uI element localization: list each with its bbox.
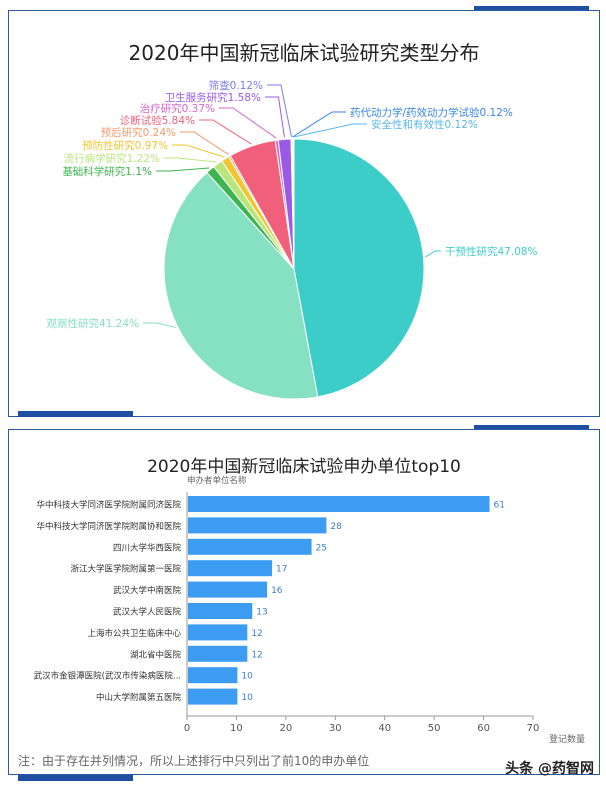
bar-value-label: 28 bbox=[330, 522, 342, 532]
pie-slice-label: 安全性和有效性0.12% bbox=[371, 118, 478, 131]
bar-value-label: 25 bbox=[316, 543, 327, 553]
bar-category-label: 武汉大学人民医院 bbox=[113, 607, 182, 618]
bar bbox=[188, 624, 248, 641]
pie-slice-label: 诊断试验5.84% bbox=[120, 114, 195, 127]
bar-value-label: 12 bbox=[251, 650, 262, 660]
pie-slice bbox=[293, 138, 425, 398]
bar-x-tick-label: 70 bbox=[527, 723, 540, 734]
bottom-panel-bottom-accent bbox=[18, 775, 133, 781]
pie-leader-line bbox=[293, 123, 367, 138]
bar-y-axis-title: 申办者单位名称 bbox=[187, 475, 247, 486]
pie-slice-label: 治疗研究0.37% bbox=[140, 102, 215, 115]
pie-leader-line bbox=[180, 131, 229, 155]
bar-value-label: 10 bbox=[241, 672, 253, 682]
bottom-panel-accent-bar bbox=[474, 425, 589, 431]
footnote: 注：由于存在并列情况，所以上述排行中只列出了前10的申办单位 bbox=[18, 754, 370, 768]
pie-slice-label: 筛查0.12% bbox=[209, 79, 263, 92]
bar-value-label: 13 bbox=[256, 608, 267, 618]
bar-category-label: 四川大学华西医院 bbox=[113, 542, 182, 553]
pie-slice-label: 观察性研究41.24% bbox=[46, 317, 139, 330]
bar-chart: 申办者单位名称 0 10 20 30 40 50 60 70 登记数量 华中科技大学同济医学院附属同… bbox=[34, 475, 585, 745]
pie-leader-line bbox=[172, 144, 225, 158]
bar-x-axis-title: 登记数量 bbox=[549, 733, 585, 745]
bar-x-tick-label: 20 bbox=[279, 723, 292, 734]
bar-category-label: 华中科技大学同济医学院附属同济医院 bbox=[36, 500, 181, 511]
bar-category-label: 浙江大学医学院附属第一医院 bbox=[70, 564, 181, 575]
pie-slice-label: 干预性研究47.08% bbox=[445, 245, 538, 258]
pie-leader-line bbox=[219, 107, 277, 139]
bar-value-label: 10 bbox=[241, 693, 253, 703]
bar-value-label: 16 bbox=[271, 586, 283, 596]
bar bbox=[188, 688, 238, 705]
bar bbox=[188, 496, 490, 512]
pie-slice-label: 预防性研究0.97% bbox=[82, 139, 168, 152]
pie-leader-line bbox=[265, 96, 285, 138]
pie-chart-title: 2020年中国新冠临床试验研究类型分布 bbox=[128, 41, 480, 65]
pie-slice-label: 预后研究0.24% bbox=[101, 126, 176, 139]
bar-category-label: 上海市公共卫生临床中心 bbox=[87, 628, 181, 639]
top-panel-bottom-accent bbox=[18, 411, 133, 417]
bar-category-label: 湖北省中医院 bbox=[130, 649, 182, 660]
bar bbox=[188, 645, 248, 662]
bar-category-label: 武汉市金银潭医院(武汉市传染病医院... bbox=[34, 671, 181, 682]
bar-x-tick-label: 30 bbox=[329, 723, 342, 734]
bar bbox=[188, 560, 273, 577]
bar-category-label: 华中科技大学同济医学院附属协和医院 bbox=[36, 521, 181, 532]
bar bbox=[188, 603, 253, 619]
bar-category-label: 中山大学附属第五医院 bbox=[96, 692, 182, 703]
bar-value-label: 61 bbox=[494, 501, 505, 511]
pie-slice-label: 药代动力学/药效动力学试验0.12% bbox=[350, 106, 513, 119]
pie-chart-panel: 2020年中国新冠临床试验研究类型分布 干预性研究47.08% 观察性研究41.2… bbox=[8, 10, 600, 417]
pie-leader-line bbox=[267, 84, 293, 138]
pie-leader-line bbox=[156, 167, 210, 172]
bar-chart-title: 2020年中国新冠临床试验申办单位top10 bbox=[147, 457, 461, 477]
pie-leader-line bbox=[199, 119, 252, 145]
pie-slice-label: 流行病学研究1.22% bbox=[64, 152, 160, 165]
pie-slice-label: 卫生服务研究1.58% bbox=[165, 91, 261, 104]
bar-value-label: 17 bbox=[276, 565, 287, 575]
pie-leader-line bbox=[164, 157, 217, 163]
pie-slice-label: 基础科学研究1.1% bbox=[62, 165, 152, 178]
bar bbox=[188, 538, 312, 555]
bar-chart-panel: 2020年中国新冠临床试验申办单位top10 申办者单位名称 0 10 20 30 40 5… bbox=[8, 429, 600, 775]
pie-leader-line bbox=[292, 111, 346, 138]
pie-chart: 干预性研究47.08% 观察性研究41.24% 基础科学研究1.1%流行病学研究1.… bbox=[46, 79, 538, 400]
top-panel-accent-bar bbox=[474, 6, 589, 12]
bar bbox=[188, 667, 238, 684]
bar-x-tick-label: 50 bbox=[428, 723, 441, 734]
bar-value-label: 12 bbox=[251, 629, 262, 639]
bar-x-tick-label: 40 bbox=[378, 723, 391, 734]
bar-x-tick-label: 60 bbox=[477, 723, 490, 734]
bar bbox=[188, 581, 268, 598]
pie-slice bbox=[163, 171, 319, 400]
bar bbox=[188, 517, 327, 534]
pie-leader-line bbox=[425, 250, 441, 258]
pie-leader-line bbox=[143, 322, 176, 328]
bar-x-tick-label: 0 bbox=[184, 723, 190, 734]
bar-x-tick-label: 10 bbox=[230, 723, 243, 734]
watermark: 头条 @药智网 bbox=[505, 761, 594, 777]
bar-category-label: 武汉大学中南医院 bbox=[113, 585, 182, 596]
pie-slice bbox=[292, 138, 295, 270]
